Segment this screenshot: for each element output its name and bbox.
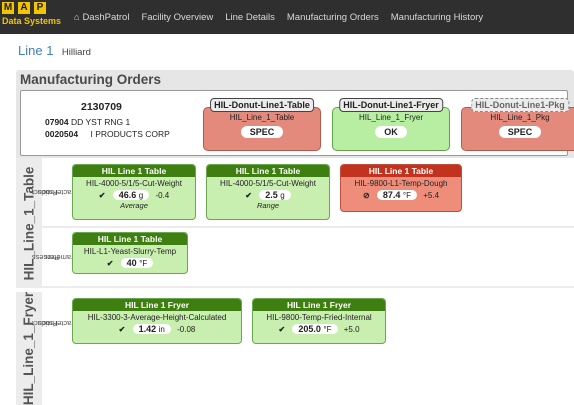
metric-card[interactable]: HIL Line 1 Table HIL-L1-Yeast-Slurry-Tem…	[72, 232, 188, 274]
metric-card[interactable]: HIL Line 1 Fryer HIL-3300-3-Average-Heig…	[72, 298, 242, 344]
card-header: HIL Line 1 Table	[73, 165, 195, 177]
station-card-fryer[interactable]: HIL-Donut-Line1-Fryer HIL_Line_1_Fryer O…	[332, 98, 450, 151]
card-value-pill: 87.4 °F	[376, 190, 418, 200]
group-label: Product Characteristics	[32, 187, 88, 197]
group-label: Process Parameters	[31, 252, 83, 262]
card-delta: +5.4	[423, 191, 440, 200]
card-value-pill: 205.0 °F	[292, 324, 338, 334]
map-data-systems-logo[interactable]: M A P Data Systems	[2, 2, 66, 32]
station-status-badge: OK	[375, 126, 407, 138]
station-tab[interactable]: HIL-Donut-Line1-Fryer	[339, 98, 443, 112]
card-description: HIL-4000-5/1/5-Cut-Weight	[86, 179, 182, 188]
equipment-label: HIL_Line_1_Fryer	[21, 291, 37, 405]
check-icon: ✔	[98, 191, 106, 200]
nav-manufacturing-history[interactable]: Manufacturing History	[390, 11, 484, 23]
metric-card[interactable]: HIL Line 1 Fryer HIL-9800-Temp-Fried-Int…	[252, 298, 386, 344]
group-product-characteristics: Product Characteristics HIL Line 1 Fryer …	[32, 292, 574, 405]
station-tab[interactable]: HIL-Donut-Line1-Pkg	[471, 98, 569, 112]
card-description: HIL-4000-5/1/5-Cut-Weight	[220, 179, 316, 188]
card-delta: +5.0	[343, 325, 360, 334]
logo-letter: P	[34, 2, 46, 14]
station-name: HIL_Line_1_Pkg	[490, 113, 550, 122]
nav-facility-overview[interactable]: Facility Overview	[141, 11, 214, 23]
metric-card-alarm[interactable]: HIL Line 1 Table HIL-9800-L1-Temp-Dough …	[340, 164, 462, 212]
card-delta: -0.4	[155, 191, 170, 200]
card-header: HIL Line 1 Table	[73, 233, 187, 245]
metric-card[interactable]: HIL Line 1 Table HIL-4000-5/1/5-Cut-Weig…	[206, 164, 330, 220]
nav-dashpatrol[interactable]: ⌂ DashPatrol	[74, 12, 129, 23]
station-tab[interactable]: HIL-Donut-Line1-Table	[210, 98, 314, 112]
nav-manufacturing-orders[interactable]: Manufacturing Orders	[286, 11, 379, 23]
order-item-line: 07904 DD YST RNG 1	[45, 117, 130, 127]
check-icon: ✔	[245, 191, 252, 200]
card-header: HIL Line 1 Table	[341, 165, 461, 177]
card-note: Range	[256, 201, 280, 210]
equipment-label: HIL_Line_1_Table	[21, 166, 37, 280]
card-note: Average	[120, 201, 148, 210]
station-status-badge: SPEC	[498, 126, 542, 138]
home-icon: ⌂	[74, 11, 80, 22]
card-header: HIL Line 1 Fryer	[73, 299, 241, 311]
station-status-badge: SPEC	[240, 126, 284, 138]
station-name: HIL_Line_1_Fryer	[358, 113, 424, 122]
order-item-code: 07904	[45, 117, 69, 127]
station-card-table[interactable]: HIL-Donut-Line1-Table HIL_Line_1_Table S…	[203, 98, 321, 151]
station-card-pkg[interactable]: HIL-Donut-Line1-Pkg HIL_Line_1_Pkg SPEC	[461, 98, 574, 151]
section-title: Manufacturing Orders	[20, 72, 162, 87]
group-process-parameters: Process Parameters HIL Line 1 Table HIL-L…	[31, 228, 574, 286]
metric-card[interactable]: HIL Line 1 Table HIL-4000-5/1/5-Cut-Weig…	[72, 164, 196, 220]
card-header: HIL Line 1 Fryer	[253, 299, 385, 311]
top-navbar: M A P Data Systems ⌂ DashPatrol Facility …	[0, 0, 574, 34]
group-product-characteristics: Product Characteristics HIL Line 1 Table …	[32, 158, 574, 226]
page-heading: Line 1 Hilliard	[18, 42, 91, 60]
logo-letter: M	[2, 2, 14, 14]
card-value-pill: 1.42 in	[132, 324, 171, 334]
station-name: HIL_Line_1_Table	[229, 113, 295, 122]
check-icon: ✔	[118, 325, 126, 334]
manufacturing-orders-panel: Manufacturing Orders 2130709 07904 DD YS…	[16, 70, 574, 160]
page-subtitle: Hilliard	[61, 47, 91, 58]
order-card[interactable]: 2130709 07904 DD YST RNG 1 0020504 I PRO…	[20, 90, 574, 156]
card-value-pill: 46.6 g	[112, 190, 150, 200]
order-id: 2130709	[81, 101, 122, 113]
card-delta: -0.08	[177, 325, 196, 334]
order-customer-line: 0020504 I PRODUCTS CORP	[45, 129, 170, 139]
page-title: Line 1	[18, 43, 54, 58]
check-icon: ✔	[278, 325, 286, 334]
card-value-pill: 40 °F	[120, 258, 154, 268]
group-label: Product Characteristics	[32, 319, 88, 328]
card-description: HIL-9800-Temp-Fried-Internal	[266, 313, 372, 322]
card-description: HIL-3300-3-Average-Height-Calculated	[87, 313, 227, 322]
card-description: HIL-9800-L1-Temp-Dough	[354, 179, 448, 188]
card-description: HIL-L1-Yeast-Slurry-Temp	[83, 247, 177, 256]
logo-letter: A	[18, 2, 30, 14]
card-header: HIL Line 1 Table	[207, 165, 329, 177]
order-item-text: DD YST RNG 1	[71, 117, 131, 127]
nav-label: DashPatrol	[82, 11, 130, 23]
logo-subtitle: Data Systems	[2, 16, 62, 26]
equipment-section-table: HIL_Line_1_Table Product Characteristics …	[16, 158, 574, 288]
order-customer-code: 0020504	[45, 129, 79, 139]
check-icon: ✔	[106, 259, 114, 268]
equipment-section-fryer: HIL_Line_1_Fryer Product Characteristics …	[16, 292, 574, 405]
card-value-pill: 2.5 g	[259, 190, 291, 200]
nav-line-details[interactable]: Line Details	[225, 11, 275, 23]
order-customer-text: I PRODUCTS CORP	[90, 129, 170, 139]
prohibited-icon: ⊘	[362, 191, 370, 200]
